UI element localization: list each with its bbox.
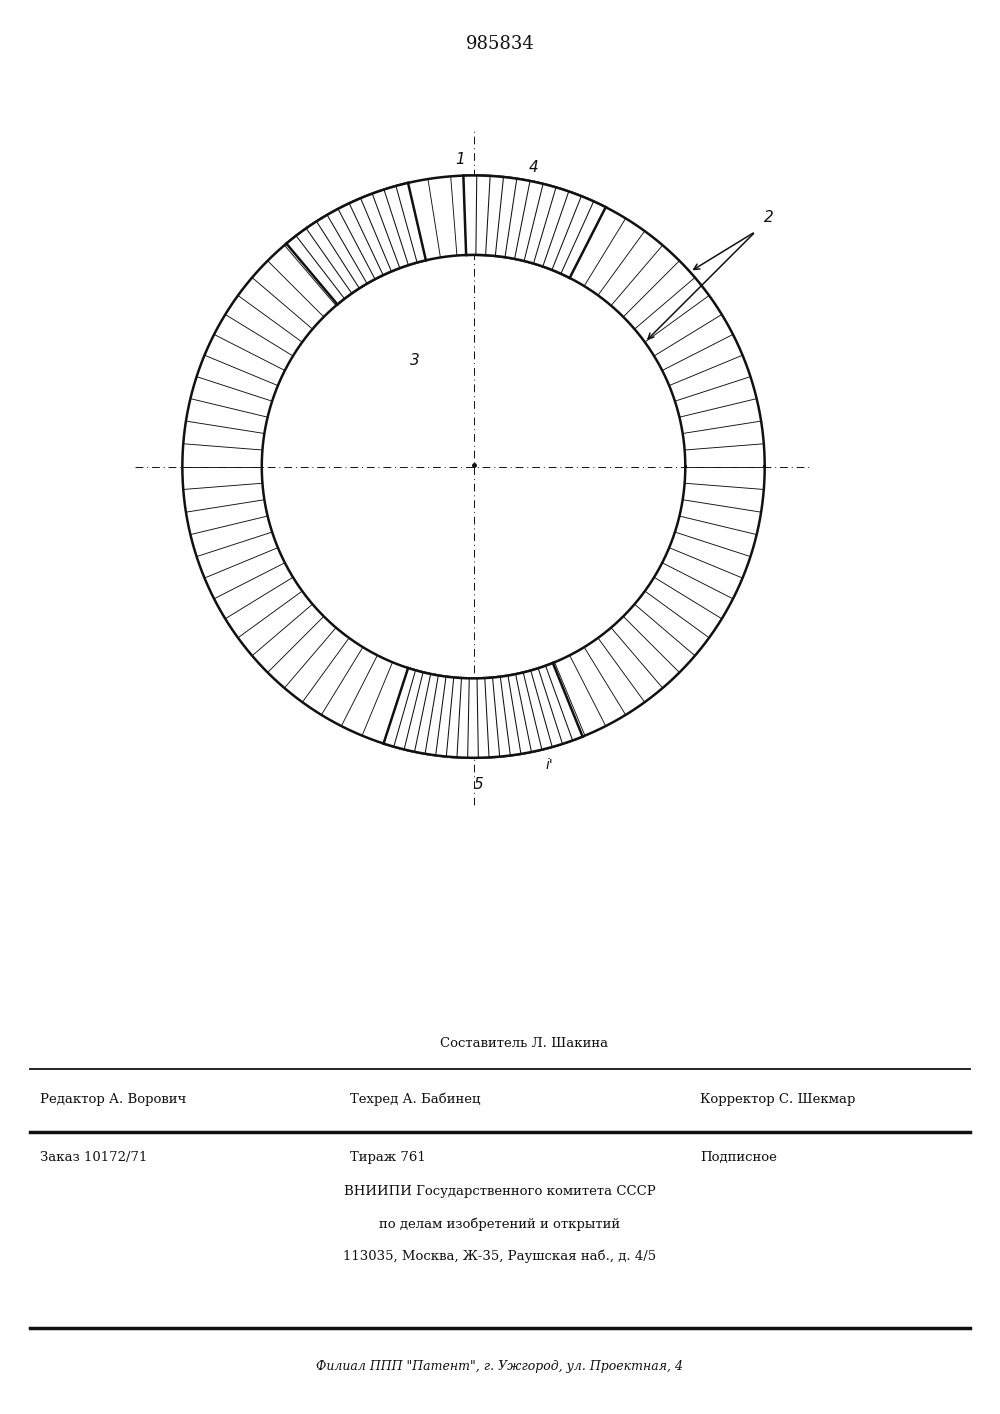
- Text: Тираж 761: Тираж 761: [350, 1151, 426, 1164]
- Text: i: i: [416, 711, 421, 727]
- Text: 4: 4: [529, 160, 538, 175]
- Polygon shape: [463, 175, 606, 279]
- Text: 985834: 985834: [466, 35, 534, 54]
- Text: Филиал ППП "Патент", г. Ужгород, ул. Проектная, 4: Филиал ППП "Патент", г. Ужгород, ул. Про…: [316, 1360, 684, 1373]
- Text: Составитель Л. Шакина: Составитель Л. Шакина: [440, 1036, 608, 1049]
- Text: по делам изобретений и открытий: по делам изобретений и открытий: [379, 1217, 621, 1232]
- Text: Подписное: Подписное: [700, 1151, 777, 1164]
- Text: Заказ 10172/71: Заказ 10172/71: [40, 1151, 147, 1164]
- Polygon shape: [286, 182, 426, 304]
- Text: 113035, Москва, Ж-35, Раушская наб., д. 4/5: 113035, Москва, Ж-35, Раушская наб., д. …: [343, 1250, 657, 1263]
- Text: i': i': [546, 758, 554, 772]
- Text: 1: 1: [455, 151, 465, 167]
- Text: ВНИИПИ Государственного комитета СССР: ВНИИПИ Государственного комитета СССР: [344, 1185, 656, 1199]
- Text: 5: 5: [474, 776, 484, 792]
- Text: Корректор С. Шекмар: Корректор С. Шекмар: [700, 1093, 855, 1106]
- Text: Редактор А. Ворович: Редактор А. Ворович: [40, 1093, 186, 1106]
- Text: 2: 2: [764, 211, 774, 225]
- Text: Техред А. Бабинец: Техред А. Бабинец: [350, 1093, 480, 1106]
- Text: 3: 3: [410, 354, 420, 368]
- Polygon shape: [384, 663, 583, 758]
